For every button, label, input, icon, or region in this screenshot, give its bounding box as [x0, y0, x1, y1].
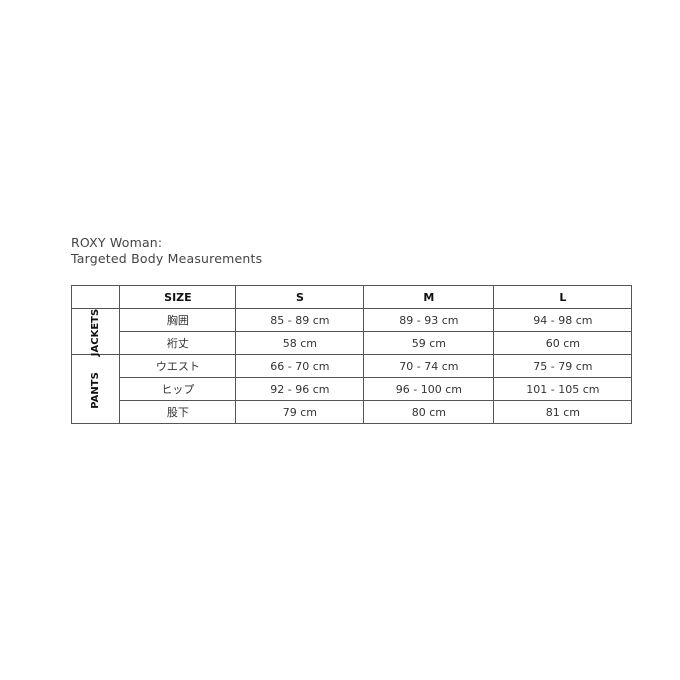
row-label: 胸囲: [119, 308, 237, 332]
cell: 85 - 89 cm: [235, 308, 365, 332]
cell: 70 - 74 cm: [363, 354, 495, 378]
cell: 59 cm: [363, 331, 495, 355]
title-line-2: Targeted Body Measurements: [71, 251, 263, 266]
cell: 66 - 70 cm: [235, 354, 365, 378]
table-row: JACKETS 胸囲 85 - 89 cm 89 - 93 cm 94 - 98…: [70, 308, 633, 356]
chart-title: ROXY Woman: Targeted Body Measurements: [71, 235, 262, 267]
cell: 96 - 100 cm: [363, 377, 495, 401]
cell: 94 - 98 cm: [493, 308, 633, 332]
cell: 75 - 79 cm: [493, 354, 633, 378]
row-label: ヒップ: [119, 377, 237, 401]
cell: 92 - 96 cm: [235, 377, 365, 401]
row-label: 股下: [119, 400, 237, 424]
group-jackets: JACKETS: [70, 308, 121, 357]
title-line-1: ROXY Woman:: [71, 235, 163, 250]
cell: 101 - 105 cm: [493, 377, 633, 401]
table-row: PANTS ウエスト 66 - 70 cm 70 - 74 cm 75 - 79…: [70, 354, 633, 424]
cell: 89 - 93 cm: [363, 308, 495, 332]
table-row: 裄丈 58 cm 59 cm 60 cm: [72, 331, 633, 355]
group-pants: PANTS: [70, 354, 121, 424]
size-table: SIZE S M L JACKETS 胸囲 85 - 89 cm 89 - 93…: [70, 285, 633, 424]
header-row: SIZE S M L: [70, 285, 633, 309]
cell: 60 cm: [493, 331, 633, 355]
group-label: JACKETS: [90, 308, 102, 357]
cell: 58 cm: [235, 331, 365, 355]
cell: 80 cm: [363, 400, 495, 424]
group-label: PANTS: [90, 371, 102, 409]
row-label: ウエスト: [119, 354, 237, 378]
table-row: 股下 79 cm 80 cm 81 cm: [72, 400, 633, 424]
cell: 81 cm: [493, 400, 633, 424]
table-row: ヒップ 92 - 96 cm 96 - 100 cm 101 - 105 cm: [72, 377, 633, 401]
corner-cell: [70, 285, 121, 309]
header-size: SIZE: [119, 285, 237, 309]
header-l: L: [493, 285, 633, 309]
row-label: 裄丈: [119, 331, 237, 355]
header-s: S: [235, 285, 365, 309]
cell: 79 cm: [235, 400, 365, 424]
header-m: M: [363, 285, 495, 309]
